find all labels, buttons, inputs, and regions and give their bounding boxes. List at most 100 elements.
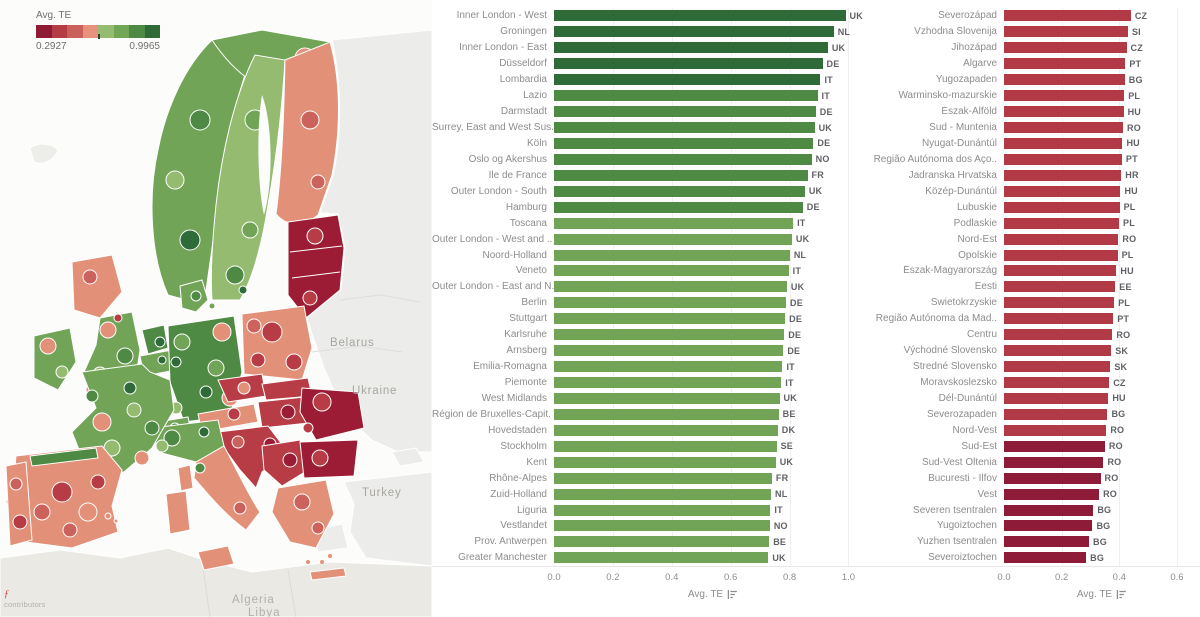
bar[interactable] — [554, 392, 780, 404]
europe-choropleth-map[interactable]: Belarus Ukraine Turkey Algeria Libya Avg… — [0, 0, 432, 617]
region-label[interactable]: Köln — [526, 137, 547, 149]
bar[interactable] — [554, 472, 772, 484]
region-label[interactable]: Arnsberg — [506, 345, 547, 357]
sort-icon[interactable] — [727, 589, 738, 600]
map-region-patch[interactable] — [285, 353, 303, 371]
region-label[interactable]: Nord-Vest — [952, 424, 997, 436]
map-region-corsica[interactable] — [177, 464, 194, 492]
map-region-island[interactable] — [113, 518, 119, 524]
bar[interactable] — [554, 536, 770, 548]
map-region-scotland[interactable] — [71, 254, 123, 319]
bar[interactable] — [1004, 456, 1104, 468]
map-region-sicily[interactable] — [197, 545, 235, 571]
map-region-island[interactable] — [328, 554, 332, 558]
region-label[interactable]: Toscana — [509, 217, 547, 229]
region-label[interactable]: Noord-Holland — [482, 249, 547, 261]
region-label[interactable]: Yugozapaden — [935, 74, 997, 86]
region-label[interactable]: Greater Manchester — [458, 552, 547, 564]
region-label[interactable]: Sud - Muntenia — [929, 122, 997, 134]
map-region-patch[interactable] — [302, 290, 318, 306]
bar[interactable] — [1004, 249, 1118, 261]
map-region-patch[interactable] — [212, 322, 232, 342]
map-region-patch[interactable] — [92, 412, 112, 432]
map-region-baltics[interactable] — [287, 214, 345, 319]
region-label[interactable]: Região Autónoma da Mad.. — [875, 313, 997, 325]
region-label[interactable]: Karlsruhe — [504, 329, 547, 341]
bar[interactable] — [554, 137, 814, 149]
region-label[interactable]: Kent — [526, 456, 547, 468]
bar[interactable] — [554, 90, 818, 102]
region-label[interactable]: Moravskoslezsko — [920, 377, 997, 389]
map-region-island[interactable] — [320, 560, 324, 564]
map-region-island[interactable] — [104, 512, 112, 520]
region-label[interactable]: Východné Slovensko — [903, 345, 997, 357]
bar[interactable] — [554, 456, 776, 468]
bar[interactable] — [1004, 122, 1124, 134]
map-region-patch[interactable] — [227, 407, 241, 421]
map-region-patch[interactable] — [198, 426, 210, 438]
bar[interactable] — [1004, 169, 1122, 181]
region-label[interactable]: Groningen — [500, 26, 547, 38]
map-region-patch[interactable] — [33, 503, 51, 521]
bar[interactable] — [1004, 361, 1111, 373]
bar[interactable] — [554, 106, 816, 118]
region-label[interactable]: Severozapaden — [926, 408, 997, 420]
region-label[interactable]: Eesti — [974, 281, 997, 293]
region-label[interactable]: Lubuskie — [956, 201, 997, 213]
map-region-patch[interactable] — [173, 333, 191, 351]
region-label[interactable]: Surrey, East and West Sus.. — [432, 122, 554, 134]
bar[interactable] — [1004, 74, 1125, 86]
bar[interactable] — [554, 440, 777, 452]
region-label[interactable]: Bucuresti - Ilfov — [928, 472, 997, 484]
bar[interactable] — [1004, 265, 1117, 277]
map-region-oslo[interactable] — [179, 229, 201, 251]
bar[interactable] — [1004, 504, 1094, 516]
region-label[interactable]: Région de Bruxelles-Capit. — [432, 408, 551, 420]
region-label[interactable]: Yuzhen tsentralen — [916, 536, 997, 548]
region-label[interactable]: Zuid-Holland — [490, 488, 547, 500]
region-label[interactable]: Jihozápad — [951, 42, 997, 54]
region-label[interactable]: Rhône-Alpes — [489, 472, 547, 484]
map-region-patch[interactable] — [189, 109, 211, 131]
map-region-patch[interactable] — [199, 385, 213, 399]
bar[interactable] — [554, 297, 787, 309]
map-region-patch[interactable] — [55, 365, 69, 379]
map-region-patch[interactable] — [155, 439, 169, 453]
map-region-patch[interactable] — [312, 392, 332, 412]
map-region-patch[interactable] — [126, 402, 142, 418]
map-region-patch[interactable] — [241, 221, 259, 239]
region-label[interactable]: Swietokrzyskie — [930, 297, 997, 309]
map-region-sardinia[interactable] — [165, 490, 191, 535]
region-label[interactable]: Stuttgart — [509, 313, 547, 325]
map-region-patch[interactable] — [207, 359, 225, 377]
map-region-patch[interactable] — [165, 170, 185, 190]
bar[interactable] — [1004, 185, 1121, 197]
bar[interactable] — [554, 281, 787, 293]
bar[interactable] — [554, 74, 821, 86]
region-label[interactable]: Vest — [977, 488, 997, 500]
bar[interactable] — [1004, 424, 1107, 436]
region-label[interactable]: Warminsko-mazurskie — [898, 90, 997, 102]
bar[interactable] — [1004, 217, 1119, 229]
bar[interactable] — [554, 265, 789, 277]
bar[interactable] — [554, 169, 808, 181]
bar[interactable] — [1004, 153, 1122, 165]
map-region-patch[interactable] — [282, 452, 298, 468]
bar[interactable] — [554, 153, 812, 165]
region-label[interactable]: Észak-Magyarország — [903, 265, 997, 277]
bar[interactable] — [1004, 42, 1127, 54]
map-region-patch[interactable] — [306, 227, 324, 245]
bar[interactable] — [554, 424, 778, 436]
bar[interactable] — [1004, 313, 1114, 325]
region-label[interactable]: Hamburg — [505, 201, 547, 213]
map-region-patch[interactable] — [116, 347, 134, 365]
region-label[interactable]: Vestlandet — [500, 520, 547, 532]
map-region-poland[interactable] — [241, 305, 313, 381]
region-label[interactable]: Stockholm — [500, 440, 547, 452]
map-region-patch[interactable] — [144, 420, 160, 436]
bar[interactable] — [554, 329, 785, 341]
map-region-patch[interactable] — [261, 321, 283, 343]
bar[interactable] — [554, 377, 782, 389]
map-region-patch[interactable] — [29, 447, 99, 467]
region-label[interactable]: Opolskie — [958, 249, 997, 261]
